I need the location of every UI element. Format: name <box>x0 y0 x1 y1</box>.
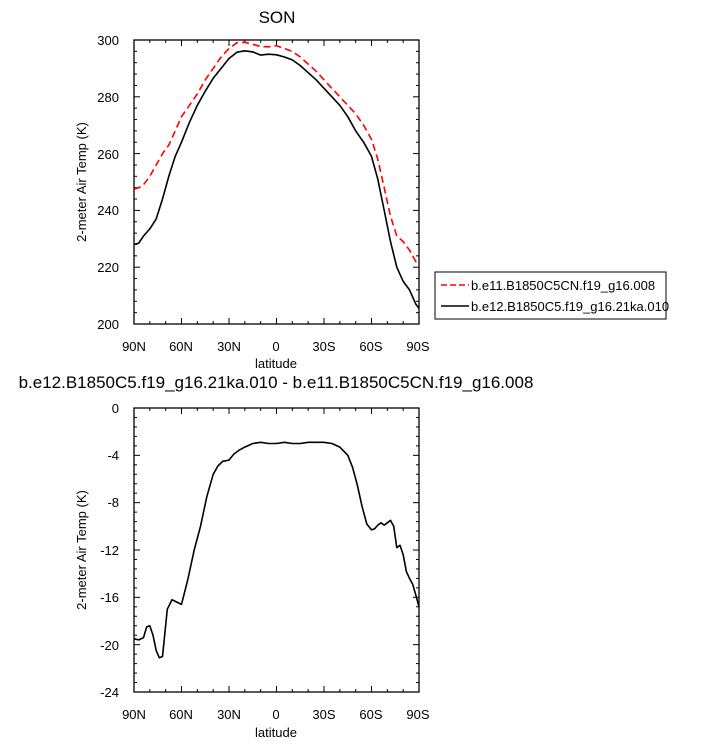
bottom-y-tick-label: -12 <box>100 543 119 558</box>
top-y-tick-labels: 300 280 260 240 220 200 <box>97 33 119 332</box>
bottom-x-tick-label: 90N <box>122 707 146 722</box>
legend: b.e11.B1850C5CN.f19_g16.008 b.e12.B1850C… <box>434 271 669 320</box>
bottom-x-tick-label: 30N <box>217 707 241 722</box>
bottom-y-axis-label: 2-meter Air Temp (K) <box>74 490 89 610</box>
bottom-y-tick-label: -16 <box>100 590 119 605</box>
top-y-tick-label: 300 <box>97 33 119 48</box>
bottom-x-tick-labels: 90N 60N 30N 0 30S 60S 90S <box>122 707 430 722</box>
top-y-tick-label: 240 <box>97 203 119 218</box>
legend-box <box>434 271 667 320</box>
bottom-y-tick-labels: 0 -4 -8 -12 -16 -20 -24 <box>100 401 119 700</box>
top-series-line-1 <box>133 49 420 309</box>
top-series-group <box>133 41 420 309</box>
top-chart-title: SON <box>259 8 296 27</box>
top-y-tick-label: 260 <box>97 147 119 162</box>
bottom-y-tick-label: -20 <box>100 638 119 653</box>
bottom-y-tick-label: -8 <box>107 495 119 510</box>
top-y-tick-label: 280 <box>97 90 119 105</box>
bottom-y-tick-label: -4 <box>107 448 119 463</box>
top-plot-frame <box>133 39 420 325</box>
bottom-series-group <box>133 441 420 659</box>
top-axis-ticks <box>133 39 420 325</box>
bottom-y-tick-label: 0 <box>112 401 119 416</box>
top-x-tick-label: 0 <box>272 339 279 354</box>
bottom-series-line-0 <box>133 441 420 659</box>
top-y-axis-label: 2-meter Air Temp (K) <box>74 122 89 242</box>
top-x-tick-label: 90N <box>122 339 146 354</box>
top-x-tick-label: 60N <box>169 339 193 354</box>
top-x-tick-label: 60S <box>359 339 382 354</box>
bottom-chart-plot <box>133 407 420 693</box>
top-y-tick-label: 220 <box>97 260 119 275</box>
bottom-axis-ticks <box>133 407 420 693</box>
top-x-axis-label: latitude <box>255 356 297 371</box>
bottom-y-tick-label: -24 <box>100 685 119 700</box>
top-x-tick-labels: 90N 60N 30N 0 30S 60S 90S <box>122 339 430 354</box>
top-chart-plot <box>133 39 420 325</box>
bottom-x-tick-label: 60N <box>169 707 193 722</box>
legend-label: b.e12.B1850C5.f19_g16.21ka.010 <box>471 299 669 314</box>
top-x-tick-label: 30S <box>312 339 335 354</box>
top-y-tick-label: 200 <box>97 317 119 332</box>
top-series-line-0 <box>133 41 420 265</box>
bottom-plot-frame <box>133 407 420 693</box>
top-x-tick-label: 30N <box>217 339 241 354</box>
bottom-x-tick-label: 90S <box>406 707 429 722</box>
top-x-tick-label: 90S <box>406 339 429 354</box>
legend-label: b.e11.B1850C5CN.f19_g16.008 <box>471 278 655 293</box>
bottom-x-axis-label: latitude <box>255 725 297 740</box>
bottom-x-tick-label: 0 <box>272 707 279 722</box>
bottom-x-tick-label: 30S <box>312 707 335 722</box>
bottom-x-tick-label: 60S <box>359 707 382 722</box>
bottom-chart-title: b.e12.B1850C5.f19_g16.21ka.010 - b.e11.B… <box>19 373 534 392</box>
